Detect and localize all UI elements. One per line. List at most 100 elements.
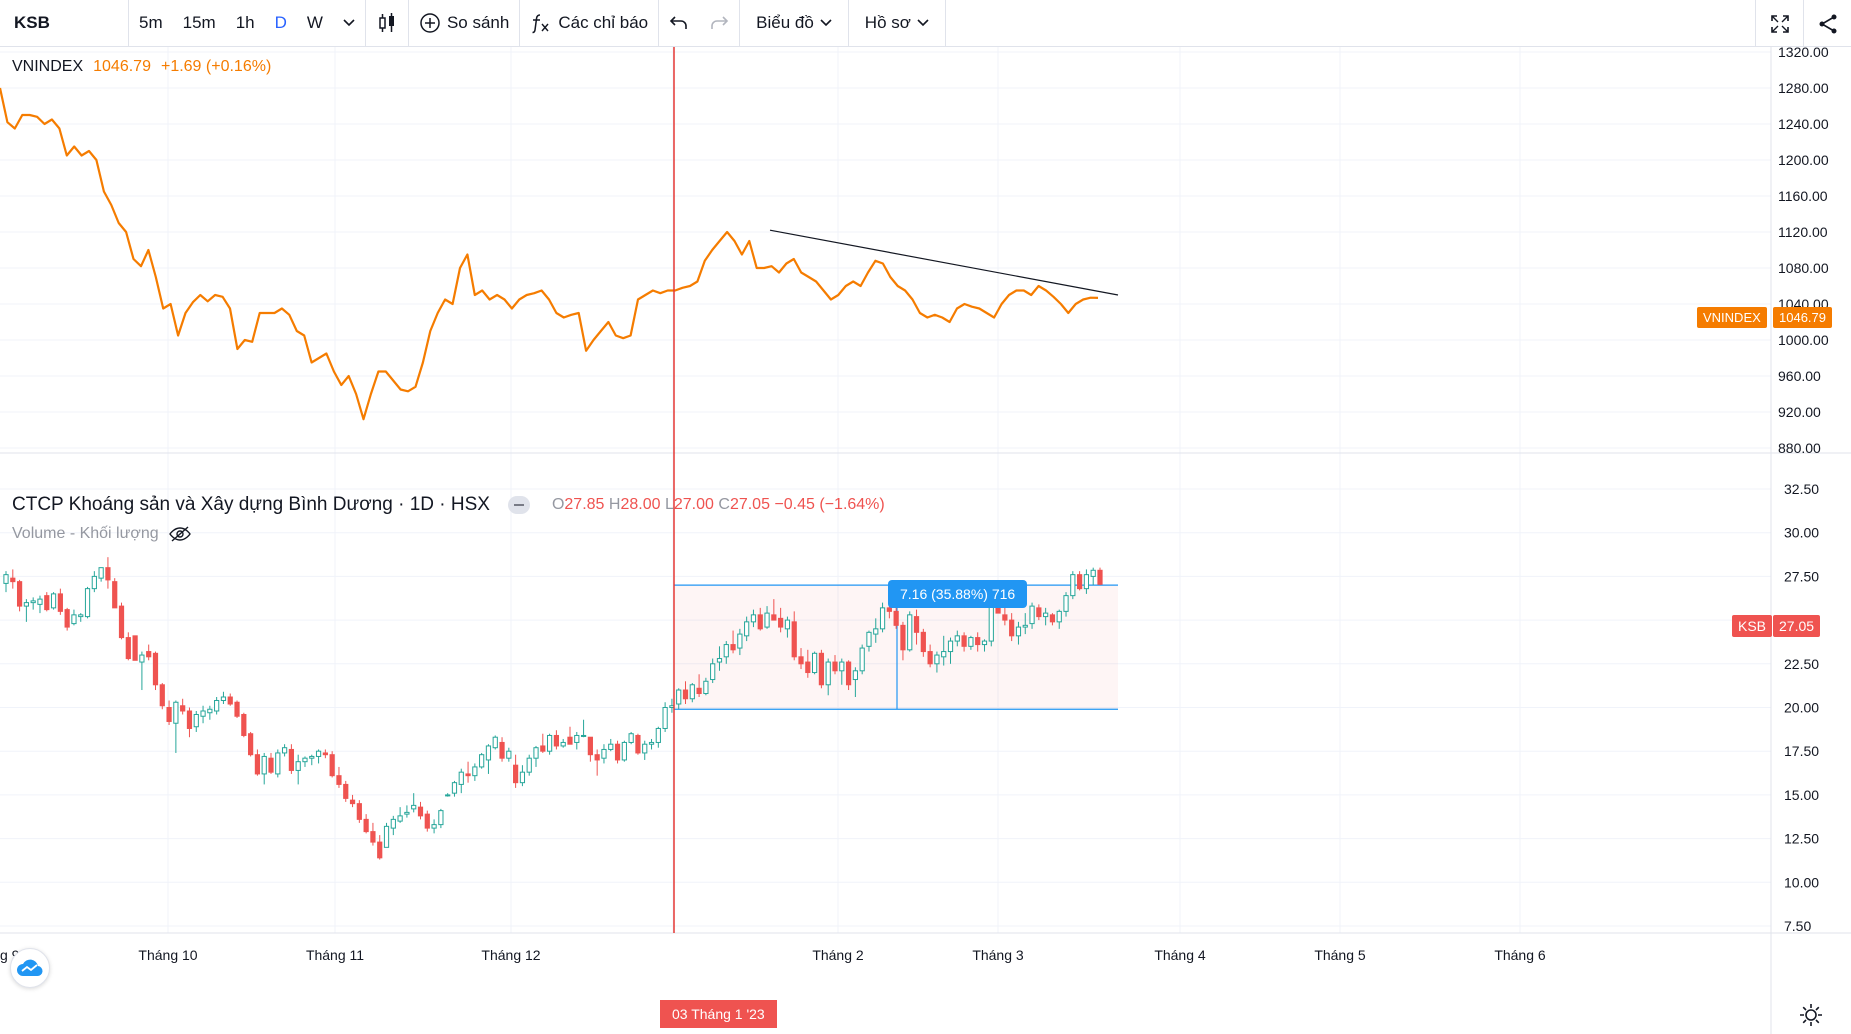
candle-body xyxy=(608,743,614,750)
ksb-candle xyxy=(207,705,213,720)
candle-body xyxy=(315,750,322,757)
profile-menu-button[interactable]: Hồ sơ xyxy=(849,0,945,46)
interval-dropdown-button[interactable] xyxy=(333,0,365,46)
chart-canvas[interactable]: 1320.00 1280.00 1240.00 1200.00 1160.00 1120.… xyxy=(0,47,1851,1034)
candle-body xyxy=(614,743,621,761)
measure-label[interactable]: 7.16 (35.88%) 716 xyxy=(888,580,1028,608)
ksb-candle xyxy=(472,763,478,781)
candle-body xyxy=(3,574,9,584)
candle-body xyxy=(50,593,57,609)
candle-body xyxy=(1090,569,1096,577)
chart-style-button[interactable] xyxy=(366,0,408,46)
ksb-candle xyxy=(329,751,335,778)
candle-body xyxy=(281,747,288,754)
ksb-candle xyxy=(1083,569,1090,594)
candle-body xyxy=(30,600,36,604)
ksb-tag-label: KSB xyxy=(1738,618,1767,634)
ksb-candle xyxy=(499,737,505,762)
candle-body xyxy=(288,748,294,771)
undo-button[interactable] xyxy=(659,0,699,46)
trendline-line xyxy=(769,229,1119,296)
vnindex-tag-value: 1046.79 xyxy=(1779,310,1826,325)
ksb-candle xyxy=(1029,602,1035,629)
candle-body xyxy=(988,605,994,642)
time-tick-label: Tháng 12 xyxy=(481,947,540,963)
share-button[interactable] xyxy=(1803,0,1851,47)
candle-body xyxy=(866,631,872,647)
ksb-candle xyxy=(322,749,328,759)
candle-body xyxy=(961,635,967,647)
candle-body xyxy=(744,621,750,637)
candle-body xyxy=(784,619,791,630)
candle-body xyxy=(845,661,852,686)
settings-button[interactable] xyxy=(1797,1001,1825,1029)
candle-body xyxy=(261,755,267,775)
candle-body xyxy=(214,700,220,712)
redo-icon xyxy=(711,16,729,29)
hide-legend-icon[interactable] xyxy=(507,496,530,514)
profile-menu-label: Hồ sơ xyxy=(864,13,911,32)
ksb-candle xyxy=(343,780,349,802)
ksb-candle xyxy=(642,740,648,760)
candle-body xyxy=(1077,574,1083,590)
ksb-candle xyxy=(954,630,960,647)
candle-body xyxy=(567,736,573,745)
interval-15m-button[interactable]: 15m xyxy=(182,13,216,32)
candle-body xyxy=(981,640,988,646)
symbol-search-button[interactable]: KSB xyxy=(14,13,50,32)
ksb-candle xyxy=(30,597,36,610)
vnindex-price-tag: VNINDEX xyxy=(1697,307,1767,328)
ksb-candle xyxy=(356,800,362,823)
interval-d-button[interactable]: D xyxy=(274,13,287,32)
interval-w-button[interactable]: W xyxy=(306,13,323,32)
candle-body xyxy=(492,736,498,749)
fullscreen-icon xyxy=(1770,14,1789,33)
candle-body xyxy=(91,575,97,590)
candle-body xyxy=(118,605,125,639)
candle-body xyxy=(546,734,553,752)
chart-menu-label: Biểu đồ xyxy=(756,13,814,32)
ksb-candle xyxy=(1049,613,1056,626)
ksb-candle xyxy=(50,592,57,610)
eye-off-icon[interactable] xyxy=(168,526,191,542)
ksb-candle xyxy=(241,712,247,738)
ksb-candle xyxy=(750,609,757,628)
ksb-candle xyxy=(23,599,29,622)
cloud-chart-icon xyxy=(17,959,43,977)
ksb-candle xyxy=(404,805,410,818)
redo-button[interactable] xyxy=(699,0,739,46)
logo-button[interactable] xyxy=(10,948,50,988)
ksb-candle xyxy=(574,731,580,750)
ksb-candle xyxy=(961,632,967,652)
ksb-candle xyxy=(540,733,546,753)
ksb-candle xyxy=(370,822,376,846)
ksb-candle xyxy=(295,754,301,785)
ksb-candle xyxy=(91,571,97,593)
time-tick-label: Tháng 4 xyxy=(1154,947,1206,963)
ksb-candle xyxy=(981,639,988,652)
indicators-button[interactable]: Các chỉ báo xyxy=(520,0,658,46)
candle-body xyxy=(913,616,920,633)
ksb-candle xyxy=(1009,613,1015,642)
candle-body xyxy=(934,654,940,665)
candle-body xyxy=(1097,569,1103,585)
ksb-candle xyxy=(825,658,831,696)
price-tick-label: 1080.00 xyxy=(1778,260,1829,276)
chart-menu-button[interactable]: Biểu đồ xyxy=(740,0,848,46)
compare-button[interactable]: So sánh xyxy=(409,0,519,46)
fullscreen-button[interactable] xyxy=(1755,0,1803,47)
candle-body xyxy=(1083,574,1090,590)
ksb-candle xyxy=(832,655,838,675)
ksb-candle xyxy=(390,815,396,836)
ksb-candle xyxy=(166,700,172,725)
time-tick-label: Tháng 5 xyxy=(1314,947,1366,963)
candle-body xyxy=(696,687,702,695)
candle-body xyxy=(533,747,539,759)
price-tick-label: 1000.00 xyxy=(1778,332,1829,348)
ksb-candle xyxy=(614,740,621,764)
interval-1h-button[interactable]: 1h xyxy=(235,13,255,32)
candle-body xyxy=(241,713,247,736)
ksb-candle xyxy=(526,754,532,776)
interval-5m-button[interactable]: 5m xyxy=(139,13,163,32)
candle-body xyxy=(383,825,390,848)
